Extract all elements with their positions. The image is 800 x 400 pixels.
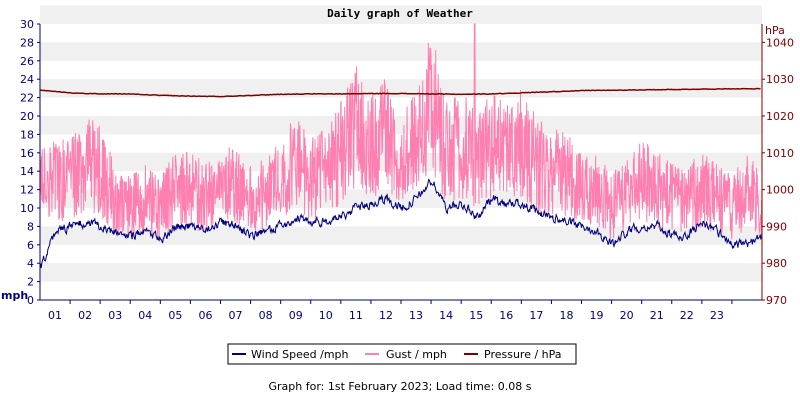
- x-axis-ticks: 01 02 03 04 05 06 07 08 09 10 11 12 13 14 15 16 17 18 19 20…: [48, 300, 733, 322]
- legend-gust-label: Gust / mph: [386, 348, 447, 361]
- x-tick-label: 05: [168, 309, 182, 322]
- chart-title: Daily graph of Weather: [327, 7, 473, 20]
- x-tick-label: 04: [138, 309, 152, 322]
- grid-band: [40, 116, 762, 135]
- right-tick-label: 980: [766, 257, 787, 270]
- x-tick-label: 09: [289, 309, 303, 322]
- footer-status: Graph for: 1st February 2023; Load time:…: [268, 380, 532, 393]
- left-tick-label: 10: [20, 202, 34, 215]
- x-tick-label: 07: [229, 309, 243, 322]
- left-tick-label: 14: [20, 165, 34, 178]
- right-tick-label: 990: [766, 220, 787, 233]
- x-tick-label: 02: [78, 309, 92, 322]
- right-tick-label: 1010: [766, 147, 794, 160]
- right-tick-label: 970: [766, 294, 787, 307]
- x-tick-label: 06: [198, 309, 212, 322]
- x-tick-label: 21: [650, 309, 664, 322]
- grid-band: [40, 79, 762, 98]
- x-tick-label: 10: [319, 309, 333, 322]
- left-tick-label: 18: [20, 128, 34, 141]
- x-tick-label: 23: [710, 309, 724, 322]
- right-axis-ticks: 970 980 990 1000 1010 1020 1030 1040: [762, 36, 794, 307]
- x-tick-label: 22: [680, 309, 694, 322]
- left-tick-label: 24: [20, 73, 34, 86]
- left-tick-label: 6: [27, 239, 34, 252]
- x-tick-label: 19: [590, 309, 604, 322]
- grid-band: [40, 226, 762, 245]
- left-tick-label: 28: [20, 36, 34, 49]
- wind-line: [39, 178, 763, 269]
- left-tick-label: 4: [27, 257, 34, 270]
- x-tick-label: 13: [409, 309, 423, 322]
- left-tick-label: 30: [20, 18, 34, 31]
- left-tick-label: 2: [27, 276, 34, 289]
- right-axis-unit: hPa: [765, 24, 785, 37]
- x-tick-label: 18: [559, 309, 573, 322]
- pressure-line: [39, 87, 761, 98]
- left-tick-label: 8: [27, 220, 34, 233]
- right-tick-label: 1030: [766, 73, 794, 86]
- grid-bands: [40, 5, 762, 282]
- legend-wind-label: Wind Speed /mph: [251, 348, 349, 361]
- wind-series: [39, 178, 763, 269]
- grid-band: [40, 5, 762, 24]
- right-tick-label: 1020: [766, 110, 794, 123]
- x-tick-label: 08: [259, 309, 273, 322]
- right-tick-label: 1000: [766, 184, 794, 197]
- gust-line: [39, 23, 763, 240]
- left-tick-label: 26: [20, 55, 34, 68]
- x-tick-label: 11: [349, 309, 363, 322]
- x-tick-label: 01: [48, 309, 62, 322]
- left-axis-unit: mph: [1, 289, 28, 302]
- x-tick-label: 16: [499, 309, 513, 322]
- gust-series: [39, 23, 763, 240]
- left-tick-label: 20: [20, 110, 34, 123]
- x-tick-label: 14: [439, 309, 453, 322]
- x-tick-label: 12: [379, 309, 393, 322]
- left-tick-label: 22: [20, 92, 34, 105]
- legend-pressure-label: Pressure / hPa: [484, 348, 562, 361]
- left-tick-label: 0: [27, 294, 34, 307]
- pressure-series: [39, 87, 761, 98]
- grid-band: [40, 42, 762, 61]
- legend: Wind Speed /mph Gust / mph Pressure / hP…: [227, 343, 577, 365]
- right-tick-label: 1040: [766, 36, 794, 49]
- x-tick-label: 15: [469, 309, 483, 322]
- x-tick-label: 17: [529, 309, 543, 322]
- grid-band: [40, 263, 762, 282]
- left-tick-label: 12: [20, 184, 34, 197]
- left-tick-label: 16: [20, 147, 34, 160]
- x-tick-label: 20: [620, 309, 634, 322]
- x-tick-label: 03: [108, 309, 122, 322]
